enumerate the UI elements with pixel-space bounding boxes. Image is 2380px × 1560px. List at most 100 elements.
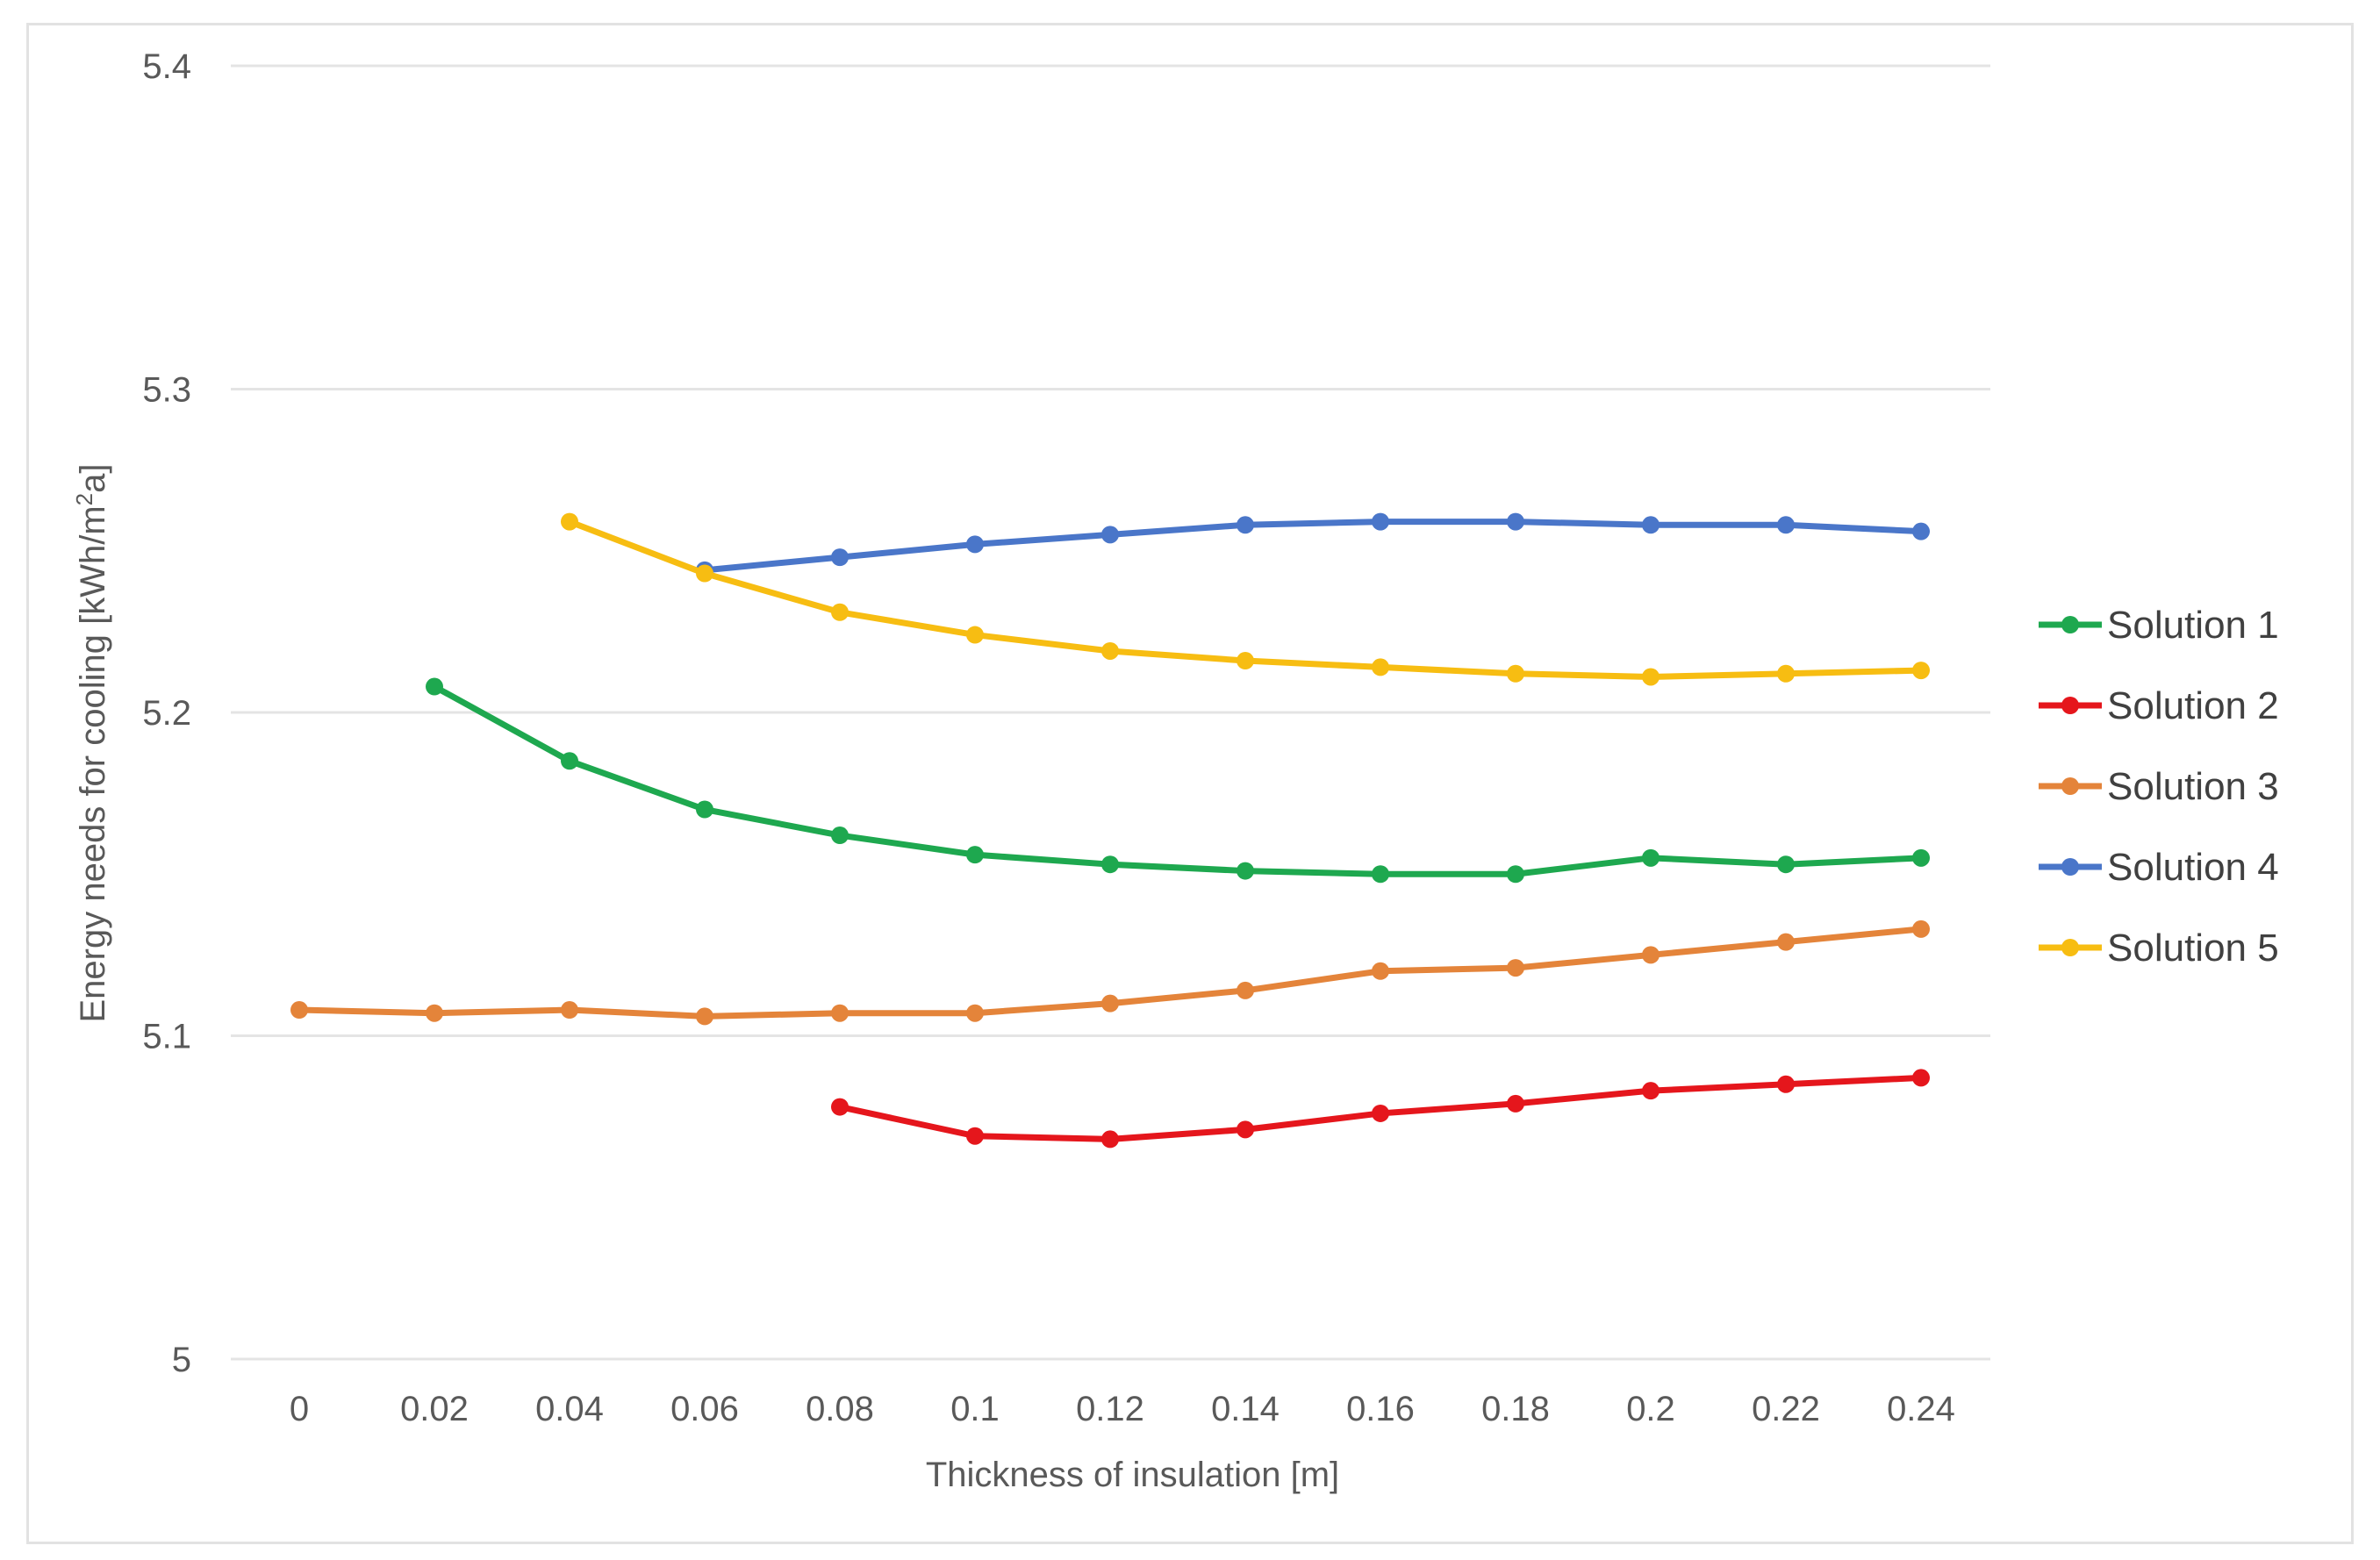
x-tick-label: 0.16 xyxy=(1346,1390,1415,1428)
gridlines xyxy=(231,64,1990,1361)
legend-marker xyxy=(2061,777,2079,795)
x-tick-label: 0.04 xyxy=(535,1390,604,1428)
data-point xyxy=(1101,641,1119,660)
x-tick-label: 0.1 xyxy=(950,1390,1000,1428)
x-tick-label: 0.12 xyxy=(1076,1390,1144,1428)
data-point xyxy=(831,1098,849,1116)
data-point xyxy=(831,827,849,845)
data-point xyxy=(1777,855,1795,874)
x-tick-label: 0 xyxy=(290,1390,309,1428)
data-point xyxy=(1372,512,1389,531)
y-axis-ticks: 5 5.1 5.2 5.3 5.4 xyxy=(142,47,191,1379)
data-point xyxy=(1507,664,1524,683)
series-1 xyxy=(426,677,1930,884)
data-point xyxy=(966,535,984,554)
data-point xyxy=(1507,512,1524,531)
x-tick-label: 0.2 xyxy=(1626,1390,1675,1428)
data-point xyxy=(1912,848,1930,867)
data-point xyxy=(1101,855,1119,874)
chart-frame: 5 5.1 5.2 5.3 5.4 0 0.02 0.04 0.06 0.08 0.1 0.12 0.… xyxy=(26,23,2354,1544)
y-tick-label: 5.2 xyxy=(142,694,191,733)
data-point xyxy=(1237,981,1254,999)
series-3 xyxy=(290,920,1930,1026)
x-tick-label: 0.14 xyxy=(1211,1390,1280,1428)
legend-item: Solution 1 xyxy=(2039,604,2279,647)
data-point xyxy=(1777,516,1795,534)
series-2 xyxy=(831,1069,1930,1149)
data-point xyxy=(426,1004,443,1022)
legend-label: Solution 4 xyxy=(2107,846,2279,889)
x-axis-ticks: 0 0.02 0.04 0.06 0.08 0.1 0.12 0.14 0.16 0.18 0.2 0… xyxy=(290,1390,1955,1428)
series-5 xyxy=(561,512,1930,686)
data-point xyxy=(1642,946,1660,964)
data-point xyxy=(1912,920,1930,938)
legend-marker xyxy=(2061,616,2079,633)
legend-item: Solution 5 xyxy=(2039,927,2279,970)
y-tick-label: 5.4 xyxy=(142,47,191,86)
data-point xyxy=(1642,1082,1660,1100)
data-point xyxy=(426,677,443,696)
x-tick-label: 0.22 xyxy=(1752,1390,1820,1428)
series-lines xyxy=(290,512,1930,1149)
legend-item: Solution 4 xyxy=(2039,846,2279,889)
legend-label: Solution 3 xyxy=(2107,765,2279,808)
legend-marker xyxy=(2061,697,2079,714)
data-point xyxy=(1101,1130,1119,1149)
data-point xyxy=(1777,933,1795,951)
data-point xyxy=(561,512,578,531)
legend-label: Solution 2 xyxy=(2107,684,2279,727)
series-4 xyxy=(696,512,1930,579)
x-tick-label: 0.08 xyxy=(806,1390,874,1428)
data-point xyxy=(1912,522,1930,540)
legend-item: Solution 3 xyxy=(2039,765,2279,808)
data-point xyxy=(1237,652,1254,670)
data-point xyxy=(561,752,578,770)
data-point xyxy=(966,846,984,864)
data-point xyxy=(966,1127,984,1145)
data-point xyxy=(966,626,984,644)
x-tick-label: 0.18 xyxy=(1481,1390,1550,1428)
y-axis-title-main: Energy needs for cooling [kWh/m xyxy=(74,505,112,1022)
x-tick-label: 0.24 xyxy=(1887,1390,1955,1428)
legend-label: Solution 5 xyxy=(2107,927,2279,970)
data-point xyxy=(1101,994,1119,1013)
y-axis-title-tail: a] xyxy=(74,464,112,493)
y-tick-label: 5.1 xyxy=(142,1018,191,1056)
y-tick-label: 5 xyxy=(172,1341,191,1379)
y-axis-title-superscript: 2 xyxy=(71,493,97,505)
data-point xyxy=(1642,516,1660,534)
data-point xyxy=(1777,1075,1795,1093)
data-point xyxy=(1101,526,1119,544)
data-point xyxy=(1912,1069,1930,1087)
data-point xyxy=(1372,658,1389,676)
data-point xyxy=(831,548,849,567)
legend-marker xyxy=(2061,939,2079,956)
data-point xyxy=(1912,662,1930,680)
x-tick-label: 0.02 xyxy=(400,1390,469,1428)
legend-marker xyxy=(2061,858,2079,876)
line-chart: 5 5.1 5.2 5.3 5.4 0 0.02 0.04 0.06 0.08 0.1 0.12 0.… xyxy=(71,47,2279,1494)
legend-label: Solution 1 xyxy=(2107,604,2279,647)
data-point xyxy=(1237,516,1254,534)
data-point xyxy=(1372,1104,1389,1122)
legend: Solution 1 Solution 2 Solution 3 Solution 4… xyxy=(2039,604,2279,970)
data-point xyxy=(290,1001,308,1020)
data-point xyxy=(561,1001,578,1020)
data-point xyxy=(696,564,713,583)
data-point xyxy=(1237,1120,1254,1139)
data-point xyxy=(966,1004,984,1022)
y-tick-label: 5.3 xyxy=(142,371,191,410)
data-point xyxy=(1237,862,1254,880)
data-point xyxy=(1507,1094,1524,1113)
data-point xyxy=(831,603,849,621)
data-point xyxy=(831,1004,849,1022)
data-point xyxy=(1507,865,1524,884)
y-axis-title: Energy needs for cooling [kWh/m2a] xyxy=(71,464,112,1023)
data-point xyxy=(1777,664,1795,683)
data-point xyxy=(1372,865,1389,884)
series-line xyxy=(701,519,1925,574)
data-point xyxy=(696,1007,713,1026)
data-point xyxy=(1507,959,1524,977)
legend-item: Solution 2 xyxy=(2039,684,2279,727)
x-axis-title: Thickness of insulation [m] xyxy=(926,1456,1339,1494)
